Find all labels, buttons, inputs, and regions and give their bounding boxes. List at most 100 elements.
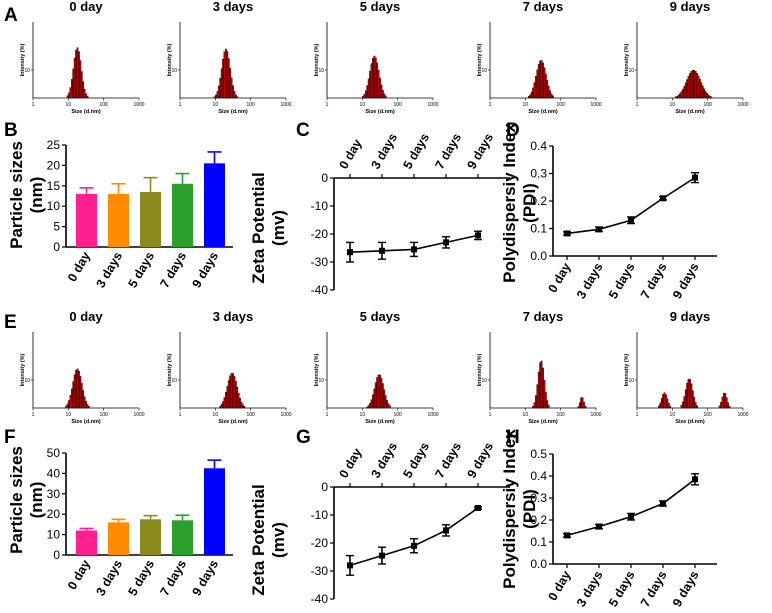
line-chart-h-point-3	[628, 513, 634, 520]
hist-e-5-bar	[689, 379, 691, 409]
hist-e-3-bar	[373, 388, 376, 409]
hist-e-3-bar	[381, 383, 384, 409]
hist-e-5-bar	[684, 389, 687, 409]
hist-a-2-xtick-label: 1	[179, 102, 182, 108]
hist-a-2-bar	[229, 67, 232, 99]
line-chart-d-xtick-label-2: 3 days	[574, 260, 606, 301]
bar-chart-b-xtick-label-3: 5 days	[126, 249, 158, 290]
line-chart-h-xtick-label-3: 5 days	[606, 568, 638, 609]
hist-e-3-bar	[389, 405, 391, 409]
line-chart-c-point-4	[443, 239, 449, 246]
bar-chart-b-bar-1	[76, 193, 97, 247]
hist-e-5-bar	[659, 402, 662, 409]
zeta-unit-c: (mv)	[269, 210, 288, 246]
hist-e-4-xtick-label: 100	[556, 412, 565, 418]
hist-a-4-bar	[549, 90, 551, 99]
hist-a-5-bar	[684, 82, 687, 99]
hist-a-4-bar	[530, 91, 533, 99]
hist-e-3-bar	[386, 400, 388, 409]
hist-e-2-bar	[236, 387, 239, 409]
line-chart-c-xtick-label-3: 5 days	[400, 131, 432, 172]
hist-a-4-xtick-label: 10	[523, 102, 529, 108]
bar-chart-f-ytick-label: 20	[47, 507, 61, 521]
hist-a-4-bar	[536, 69, 539, 99]
hist-e-5-bar	[693, 397, 696, 409]
hist-e-1-bar	[72, 381, 75, 409]
line-chart-h-ytick-label: 0.4	[530, 469, 547, 483]
hist-a-4-bar	[532, 87, 534, 99]
bar-chart-f-bar-5	[204, 468, 225, 555]
bar-chart-b-xtick-label-5: 9 days	[190, 249, 222, 290]
hist-a-2-xtick-label: 100	[246, 102, 255, 108]
hist-e-5-bar	[721, 396, 724, 409]
hist-e-4-bar	[535, 395, 537, 409]
hist-e-1-bar	[73, 374, 76, 409]
hist-e-1-bar	[86, 404, 89, 409]
line-chart-g-ytick-label: -20	[311, 536, 329, 550]
bar-chart-b-ytick-label: 25	[47, 138, 61, 152]
hist-a-3-xtick-label: 1	[326, 102, 329, 108]
hist-e-3-bar	[383, 389, 386, 409]
hist-a-1-bar	[78, 51, 80, 99]
hist-e-1-xlabel: Size (d.nm)	[71, 419, 101, 425]
hist-a-2-xlabel: Size (d.nm)	[218, 109, 248, 115]
bar-chart-f-ytick-label: 40	[47, 466, 61, 480]
hist-a-2-bar	[216, 91, 219, 99]
hist-a-5-bar	[708, 95, 711, 99]
hist-a-1-bar	[73, 57, 76, 99]
hist-a-3-ytick-label: 10	[318, 68, 324, 74]
hist-a-2-bar	[217, 85, 220, 99]
hist-a-5-bar	[677, 94, 680, 99]
hist-a-2-bar	[232, 85, 234, 99]
hist-a-3-xlabel: Size (d.nm)	[365, 109, 395, 115]
hist-e-1-bar	[66, 403, 69, 409]
line-chart-c-xtick-label-4: 7 days	[432, 131, 464, 172]
hist-a-3-title: 5 days	[360, 0, 400, 14]
hist-e-2-ylabel: Intensity (%)	[167, 353, 173, 386]
hist-a-3-bar	[373, 55, 376, 99]
hist-a-4-bar	[535, 76, 537, 99]
hist-e-2-bar	[234, 381, 237, 409]
bar-chart-f-bar-3	[140, 519, 161, 555]
hist-e-5-bar	[680, 405, 683, 409]
bar-chart-b-ytick-label: 15	[47, 179, 61, 193]
hist-e-5-bar	[727, 402, 730, 409]
particle-sizes-unit-f: (nm)	[27, 482, 46, 519]
hist-e-1-bar	[69, 395, 72, 409]
panel-letter-h: H	[506, 427, 520, 448]
hist-a-5-bar	[694, 70, 697, 99]
hist-e-1-xtick-label: 100	[99, 412, 108, 418]
line-chart-h-point-5	[692, 476, 698, 483]
hist-a-3-bar	[384, 95, 387, 99]
hist-e-5-bar	[669, 405, 672, 409]
line-chart-g-point-1	[347, 562, 353, 569]
line-chart-d-point-3	[628, 217, 634, 224]
hist-e-1-bar	[79, 376, 82, 409]
hist-a-2-bar	[215, 94, 217, 99]
hist-a-1-bar	[76, 47, 79, 99]
bar-chart-b-bar-3	[140, 191, 161, 247]
bar-chart-f-xtick-label-3: 5 days	[126, 557, 158, 598]
hist-a-3-xtick-label: 100	[393, 102, 402, 108]
bar-chart-f-bar-1	[76, 530, 97, 555]
hist-a-1-bar	[70, 79, 73, 99]
hist-e-1-bar	[80, 383, 83, 409]
line-chart-d-xtick-label-3: 5 days	[606, 260, 638, 301]
line-chart-d-xtick-label-4: 7 days	[638, 260, 670, 301]
hist-a-4-xtick-label: 1	[489, 102, 492, 108]
hist-a-1-ylabel: Intensity (%)	[20, 43, 26, 76]
hist-a-4-bar	[543, 67, 546, 99]
hist-e-1-bar	[75, 370, 77, 409]
hist-e-5-bar	[658, 405, 660, 409]
hist-a-5-xtick-label: 100	[703, 102, 712, 108]
hist-e-2-bar	[219, 405, 222, 409]
line-chart-c-point-2	[379, 247, 385, 254]
hist-e-3-bar	[376, 377, 379, 409]
bar-chart-b-xtick-label-2: 3 days	[94, 249, 126, 290]
hist-a-1-xtick-label: 10	[66, 102, 72, 108]
hist-e-5-bar	[682, 401, 684, 409]
hist-a-5-bar	[682, 88, 684, 99]
hist-a-2-bar	[219, 77, 222, 99]
hist-a-4-bar	[540, 60, 543, 99]
hist-e-4-bar	[577, 406, 580, 409]
